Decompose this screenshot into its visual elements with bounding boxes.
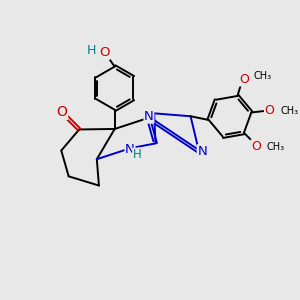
Text: H: H: [133, 148, 142, 161]
Text: O: O: [251, 140, 261, 153]
Text: O: O: [57, 105, 68, 119]
Text: N: N: [125, 143, 135, 156]
Text: N: N: [197, 145, 207, 158]
Text: CH₃: CH₃: [253, 71, 272, 81]
Text: O: O: [99, 46, 110, 59]
Text: H: H: [87, 44, 97, 57]
Text: CH₃: CH₃: [266, 142, 285, 152]
Text: O: O: [265, 104, 275, 117]
Text: CH₃: CH₃: [280, 106, 298, 116]
Text: O: O: [239, 73, 249, 86]
Text: N: N: [144, 110, 154, 123]
